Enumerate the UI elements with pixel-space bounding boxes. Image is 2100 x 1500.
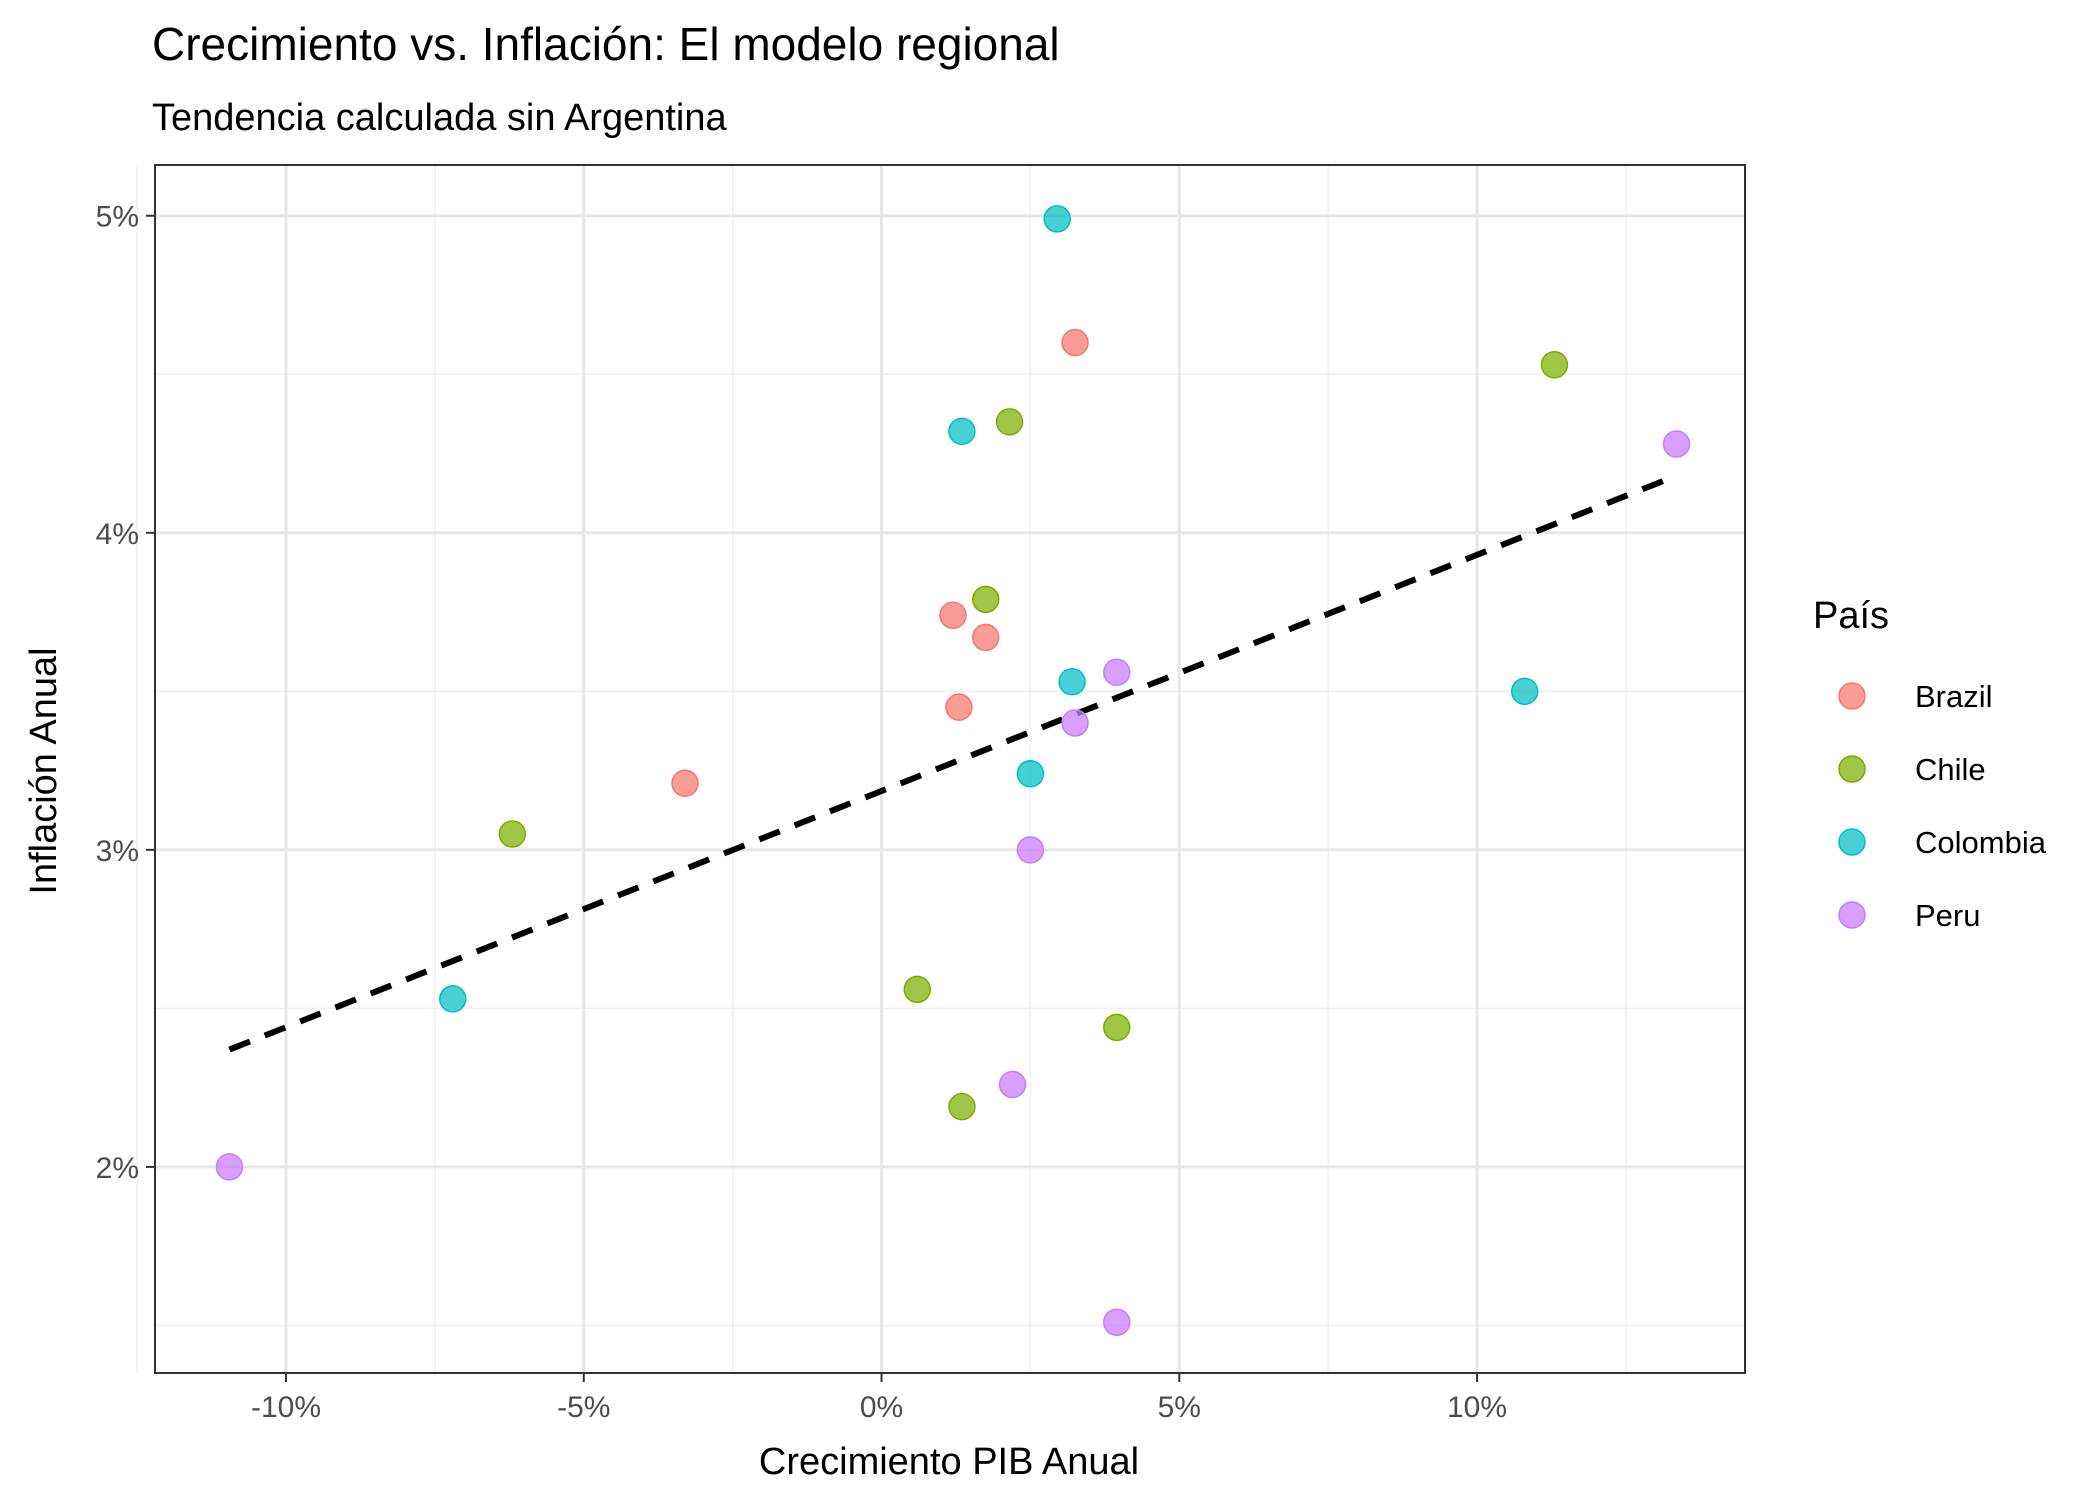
x-tick-label: -10% xyxy=(251,1391,321,1424)
data-point-colombia xyxy=(1016,760,1045,788)
chart-title: Crecimiento vs. Inflación: El modelo reg… xyxy=(152,18,1060,70)
trend-layer xyxy=(228,472,1678,1053)
legend-key-brazil xyxy=(1838,682,1866,710)
data-point-chile xyxy=(948,1092,976,1121)
series-chile xyxy=(498,350,1569,1121)
series-peru xyxy=(215,430,1691,1337)
data-point-colombia xyxy=(1043,205,1071,233)
data-point-peru xyxy=(1662,430,1691,458)
x-axis: -10% -5% 0% 5% 10% xyxy=(251,1373,1507,1424)
data-point-brazil xyxy=(945,693,973,721)
data-point-brazil xyxy=(939,601,967,629)
data-point-colombia xyxy=(439,985,467,1013)
data-point-brazil xyxy=(671,769,699,798)
y-axis-title: Inflación Anual xyxy=(23,647,65,894)
legend-key-colombia xyxy=(1838,828,1866,856)
data-point-colombia xyxy=(1058,668,1086,696)
legend-title: País xyxy=(1813,595,1889,637)
data-point-chile xyxy=(903,975,931,1004)
plot-border xyxy=(154,164,1746,1374)
y-tick-label: 4% xyxy=(96,518,139,551)
data-point-peru xyxy=(215,1153,244,1181)
legend-label-colombia: Colombia xyxy=(1915,825,2047,860)
legend-key-peru xyxy=(1838,901,1866,929)
x-tick-label: -5% xyxy=(557,1391,610,1424)
series-brazil xyxy=(671,328,1089,798)
legend-key-chile xyxy=(1838,755,1866,783)
data-point-peru xyxy=(1102,658,1131,687)
legend-label-brazil: Brazil xyxy=(1915,679,1993,714)
data-point-chile xyxy=(971,585,1000,614)
y-tick-label: 2% xyxy=(96,1152,139,1185)
trend-line xyxy=(228,472,1678,1053)
data-point-brazil xyxy=(1061,328,1089,357)
data-point-peru xyxy=(998,1070,1027,1099)
legend: País Brazil Chile Colombia Peru xyxy=(1813,595,2047,933)
y-axis: 2% 3% 4% 5% xyxy=(96,201,155,1185)
data-point-chile xyxy=(1102,1013,1131,1042)
x-tick-label: 0% xyxy=(860,1391,903,1424)
data-points xyxy=(215,205,1691,1337)
data-point-colombia xyxy=(1510,677,1539,706)
legend-label-peru: Peru xyxy=(1915,898,1980,933)
data-point-peru xyxy=(1102,1308,1131,1337)
y-tick-label: 5% xyxy=(96,201,139,234)
data-point-colombia xyxy=(948,417,976,446)
data-point-peru xyxy=(1016,836,1045,864)
data-point-chile xyxy=(498,820,527,848)
data-point-chile xyxy=(1540,350,1569,379)
chart-subtitle: Tendencia calculada sin Argentina xyxy=(152,97,727,139)
x-tick-label: 5% xyxy=(1158,1391,1201,1424)
data-point-peru xyxy=(1061,709,1089,737)
data-point-chile xyxy=(995,408,1024,436)
y-tick-label: 3% xyxy=(96,835,139,868)
data-point-brazil xyxy=(971,623,1000,652)
grid xyxy=(136,165,1745,1373)
x-tick-label: 10% xyxy=(1447,1391,1507,1424)
legend-label-chile: Chile xyxy=(1915,752,1986,787)
x-axis-title: Crecimiento PIB Anual xyxy=(759,1441,1139,1483)
series-colombia xyxy=(439,205,1539,1013)
